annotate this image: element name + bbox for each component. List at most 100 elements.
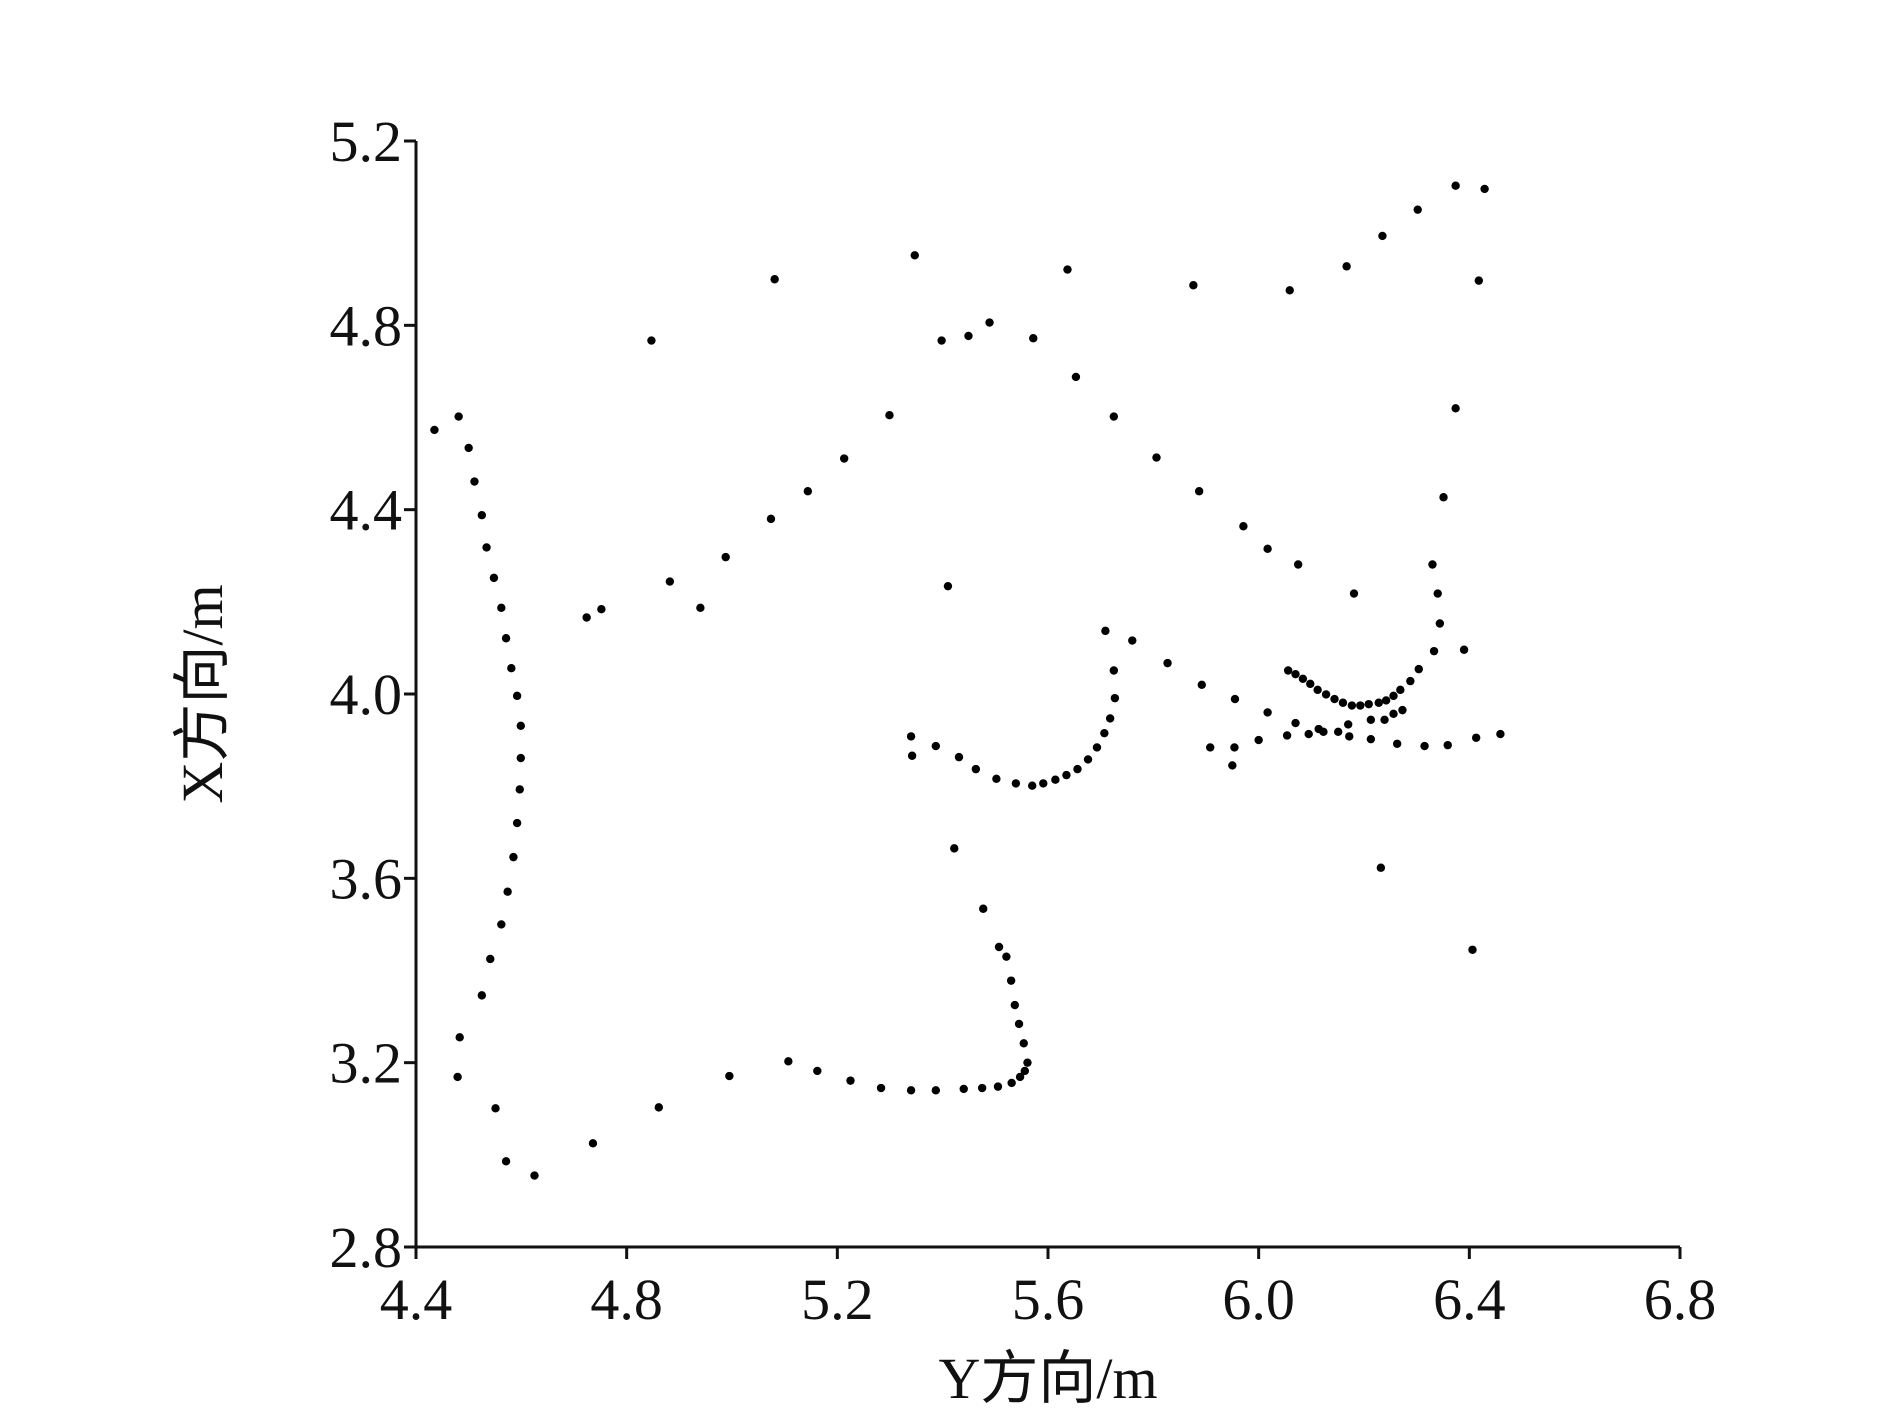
point	[1062, 770, 1071, 780]
point	[1152, 453, 1161, 462]
point	[813, 1066, 822, 1076]
y-tick-label: 5.2	[330, 109, 403, 174]
point	[1283, 666, 1293, 675]
point	[1101, 626, 1110, 636]
point	[477, 991, 487, 1000]
point	[1451, 181, 1460, 190]
point	[1109, 666, 1119, 675]
point	[876, 1083, 886, 1093]
point	[497, 920, 506, 929]
point	[950, 844, 959, 853]
point	[1092, 743, 1102, 752]
y-tick-label: 4.8	[330, 293, 403, 358]
point	[1396, 685, 1405, 695]
x-tick-label: 6.0	[1222, 1267, 1295, 1332]
point	[885, 410, 894, 420]
point	[501, 634, 511, 643]
point	[1366, 715, 1376, 725]
x-axis-label: Y方向/m	[938, 1346, 1157, 1411]
point	[1029, 334, 1038, 343]
y-tick-label: 4.0	[330, 662, 403, 727]
point	[1163, 658, 1172, 668]
point	[1254, 735, 1263, 745]
point	[647, 336, 656, 345]
point	[1439, 493, 1448, 502]
x-tick-label: 4.4	[380, 1267, 453, 1332]
point	[1374, 698, 1383, 707]
point	[1344, 720, 1353, 729]
point	[931, 741, 941, 751]
point	[1039, 779, 1048, 788]
point	[839, 454, 849, 463]
point	[1451, 404, 1460, 413]
point	[497, 603, 506, 613]
point	[1083, 755, 1093, 764]
point	[512, 691, 522, 701]
point	[1006, 976, 1016, 985]
point	[530, 1171, 539, 1180]
point	[453, 1072, 462, 1082]
point	[784, 1057, 793, 1066]
point	[1389, 709, 1398, 719]
point	[430, 425, 439, 435]
point	[721, 552, 730, 562]
point	[515, 785, 524, 794]
point	[477, 510, 487, 520]
point	[597, 605, 606, 614]
point	[1366, 734, 1376, 744]
point	[1378, 231, 1387, 241]
point	[464, 443, 473, 453]
point	[979, 904, 988, 913]
point	[770, 275, 779, 284]
x-tick-label: 5.6	[1012, 1267, 1085, 1332]
point	[1380, 715, 1389, 725]
point	[1342, 262, 1351, 271]
point	[1293, 560, 1303, 569]
y-tick-label: 3.2	[330, 1031, 403, 1096]
point	[654, 1103, 663, 1112]
point	[993, 1082, 1003, 1091]
point	[1471, 733, 1481, 742]
point	[454, 412, 463, 421]
point	[1011, 779, 1021, 788]
point	[1356, 701, 1365, 710]
point	[959, 1084, 968, 1094]
point	[1413, 205, 1422, 214]
point	[1020, 1066, 1030, 1076]
point	[1474, 276, 1484, 285]
x-tick-label: 6.8	[1644, 1267, 1717, 1332]
point	[486, 954, 495, 964]
point	[1285, 286, 1294, 295]
point	[1189, 281, 1198, 290]
y-tick-label: 2.8	[330, 1215, 403, 1280]
point	[1389, 691, 1398, 701]
x-tick-label: 5.2	[801, 1267, 874, 1332]
point	[985, 318, 994, 327]
point	[1239, 522, 1248, 531]
point	[455, 1033, 464, 1042]
point	[1338, 698, 1348, 707]
point	[1073, 764, 1082, 774]
point	[1206, 743, 1215, 752]
point	[937, 336, 946, 345]
point	[1435, 619, 1445, 628]
point	[1306, 679, 1315, 689]
point	[977, 1083, 987, 1093]
point	[906, 732, 916, 741]
point	[1105, 714, 1115, 723]
point	[696, 603, 705, 613]
point	[1230, 743, 1239, 752]
point	[665, 577, 675, 586]
point	[1128, 636, 1137, 645]
point	[1414, 664, 1423, 674]
point	[509, 852, 518, 862]
point	[725, 1071, 734, 1081]
point	[1110, 693, 1120, 703]
point	[1028, 781, 1037, 790]
point	[931, 1086, 941, 1095]
point	[964, 331, 973, 341]
point	[512, 818, 522, 828]
point	[1313, 685, 1322, 695]
